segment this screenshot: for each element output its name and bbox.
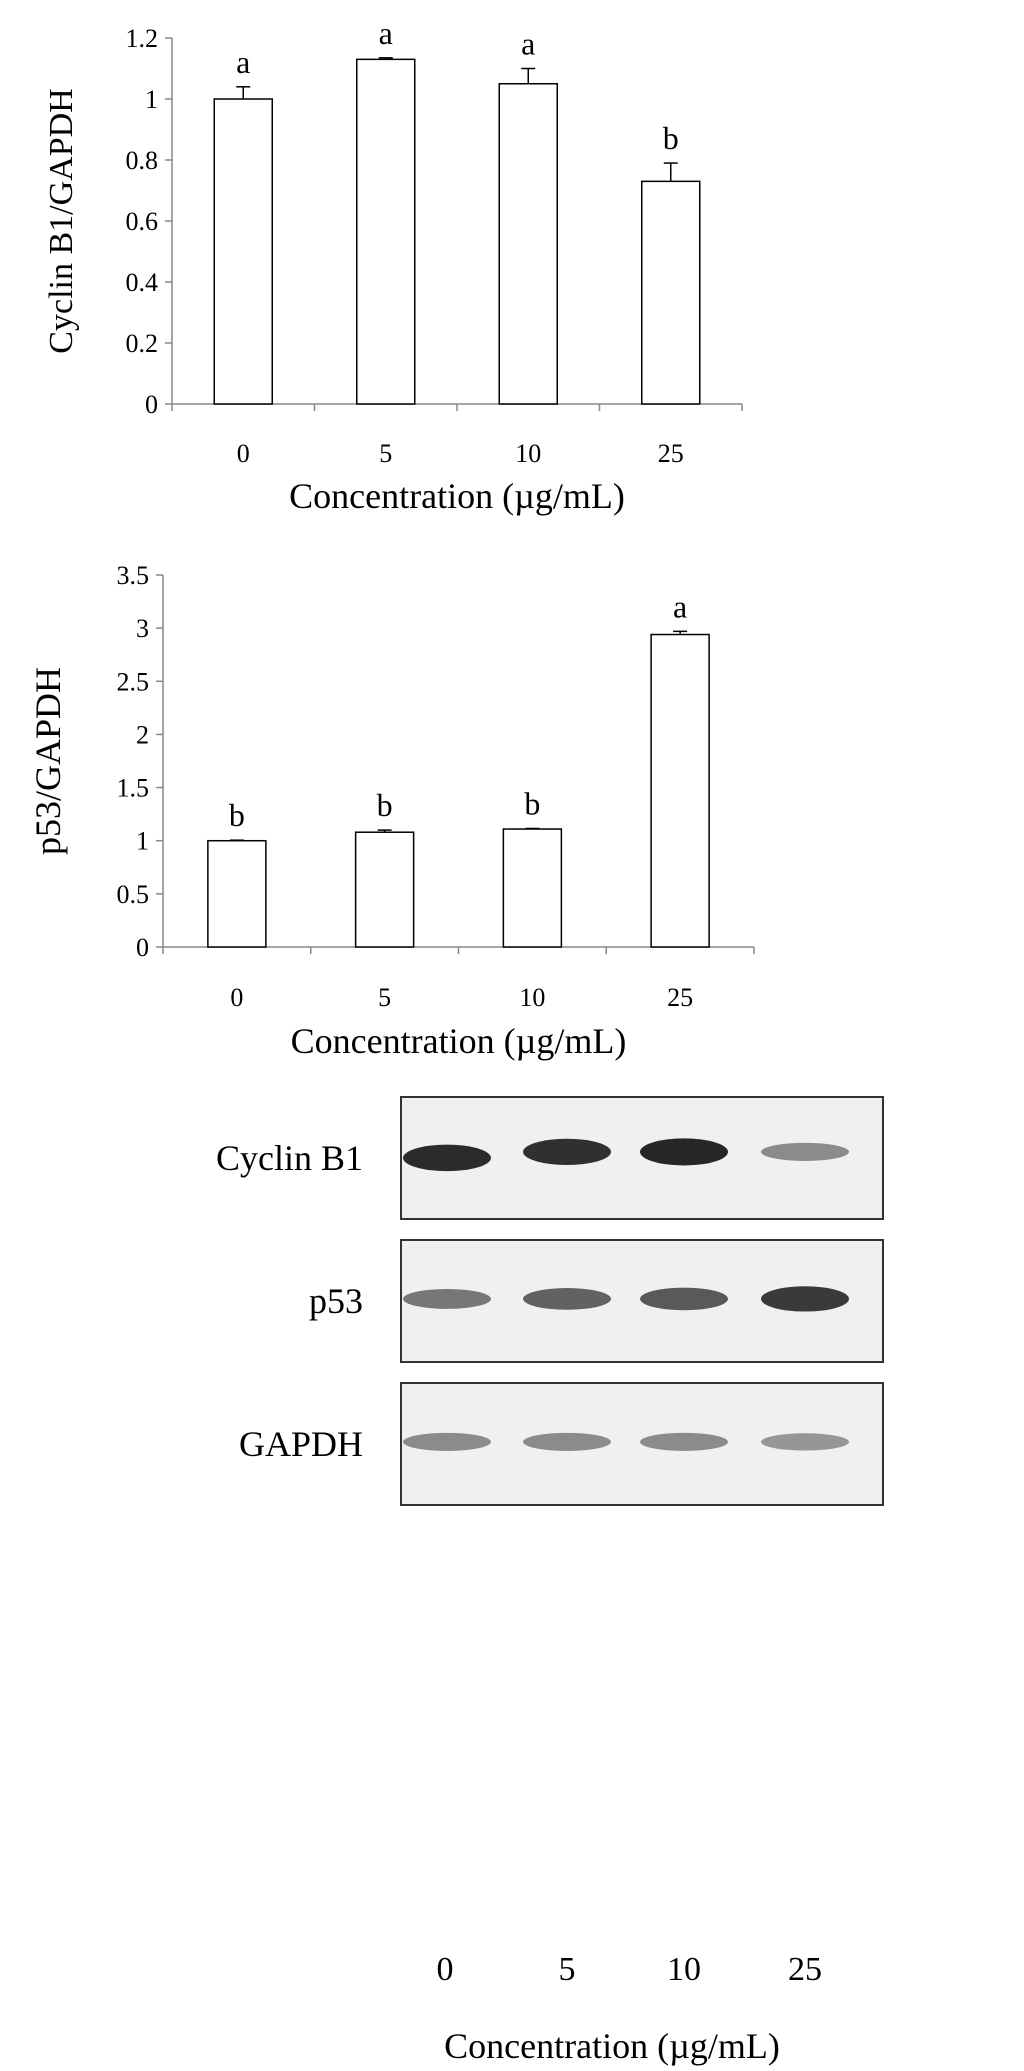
blot-band <box>523 1432 611 1451</box>
x-tick-label: 10 <box>519 983 545 1012</box>
blot-lane-label: 0 <box>437 1951 454 1988</box>
blot-band <box>523 1288 611 1310</box>
bar <box>502 828 563 948</box>
blot-lane-label: 25 <box>788 1951 822 1988</box>
blot-band <box>403 1288 491 1309</box>
y-tick-label: 1.5 <box>117 774 150 803</box>
western-blot-panel: Cyclin B1 p53 GAPDH 0 5 10 25 Concentration (µg… <box>216 1096 884 2066</box>
blot-band <box>761 1142 849 1161</box>
bar <box>207 839 267 948</box>
blot-row-label: Cyclin B1 <box>216 1138 363 1178</box>
bar <box>356 58 416 405</box>
x-tick-label: 25 <box>667 983 693 1012</box>
bar <box>213 98 273 405</box>
blot-band <box>640 1138 728 1166</box>
bar <box>354 831 415 948</box>
x-tick-label: 5 <box>379 439 392 468</box>
significance-letter: a <box>673 588 687 624</box>
significance-letter: a <box>379 15 393 51</box>
blot-lane-label: 10 <box>667 1951 701 1988</box>
significance-letter: b <box>229 797 245 833</box>
blot-band <box>761 1433 849 1451</box>
y-tick-label: 0.5 <box>117 880 150 909</box>
significance-letter: a <box>236 44 250 80</box>
blot-x-axis-label: Concentration (µg/mL) <box>444 2026 780 2066</box>
p53-chart: 0 0.5 1 1.5 2 2.5 3 3.5 b 0 b 5 b 10 a 25 p53/GAPDH Conce… <box>28 561 755 1061</box>
blot-band <box>523 1138 611 1165</box>
y-tick-label: 3.5 <box>117 561 150 590</box>
x-tick-label: 5 <box>378 983 391 1012</box>
significance-letter: b <box>377 787 393 823</box>
bar <box>650 633 710 948</box>
x-tick-label: 25 <box>658 439 684 468</box>
y-tick-label: 0 <box>145 390 158 419</box>
y-tick-label: 0.8 <box>126 146 159 175</box>
y-tick-label: 0 <box>136 933 149 962</box>
x-axis-label: Concentration (µg/mL) <box>291 1021 627 1061</box>
x-tick-label: 0 <box>237 439 250 468</box>
bar <box>641 180 701 405</box>
x-tick-label: 10 <box>515 439 541 468</box>
significance-letter: a <box>521 26 535 62</box>
blot-band <box>761 1286 849 1312</box>
y-axis-label: Cyclin B1/GAPDH <box>43 88 80 353</box>
x-tick-label: 0 <box>230 983 243 1012</box>
blot-band <box>403 1432 491 1451</box>
significance-letter: b <box>524 785 540 821</box>
blot-band <box>640 1287 728 1311</box>
y-tick-label: 0.6 <box>126 207 159 236</box>
y-tick-label: 1 <box>136 827 149 856</box>
x-axis-label: Concentration (µg/mL) <box>289 476 625 516</box>
y-tick-label: 0.4 <box>126 268 159 297</box>
blot-lane-label: 5 <box>559 1951 576 1988</box>
blot-band <box>403 1144 491 1172</box>
cyclin-b1-chart: 0 0.2 0.4 0.6 0.8 1 1.2 a 0 a 5 a 10 b 25 Cyclin B1/GAP… <box>43 15 743 516</box>
y-axis-label: p53/GAPDH <box>28 667 68 855</box>
significance-letter: b <box>663 120 679 156</box>
blot-row-label: p53 <box>309 1281 363 1321</box>
y-tick-label: 2.5 <box>117 667 150 696</box>
y-tick-label: 2 <box>136 720 149 749</box>
y-tick-label: 1 <box>145 85 158 114</box>
bar <box>498 83 558 405</box>
blot-band <box>640 1432 728 1451</box>
y-tick-label: 0.2 <box>126 329 159 358</box>
y-tick-label: 1.2 <box>126 24 159 53</box>
blot-row-label: GAPDH <box>239 1424 363 1464</box>
y-tick-label: 3 <box>136 614 149 643</box>
